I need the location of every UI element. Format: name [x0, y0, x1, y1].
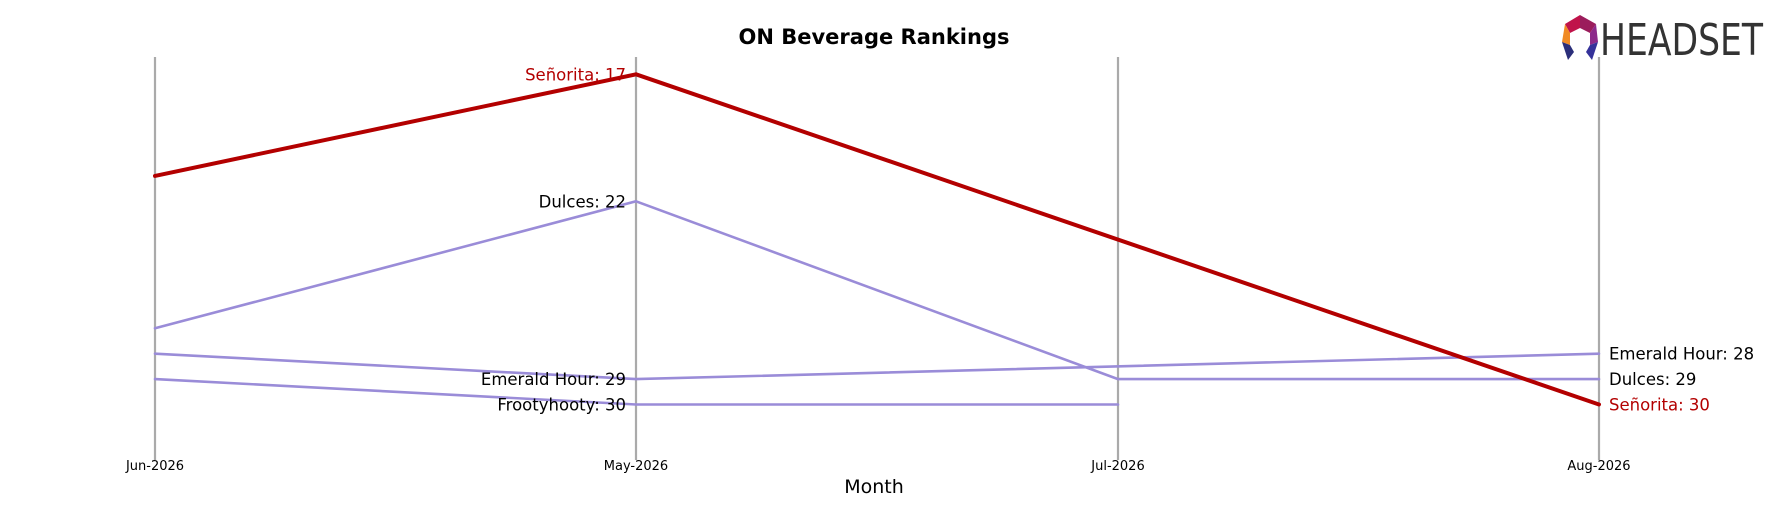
series-lines	[153, 72, 1601, 407]
series-line-dulces	[153, 200, 1601, 381]
data-label-senorita-aug-2026: Señorita: 30	[1609, 396, 1710, 415]
category-guide-lines	[153, 57, 1601, 460]
series-line-senorita	[153, 72, 1601, 407]
data-labels: Señorita: 17 Dulces: 22 Emerald Hour: 29 Fr…	[481, 65, 1754, 414]
x-tick-aug-2026: Aug-2026	[1567, 459, 1630, 474]
data-label-dulces-aug-2026: Dulces: 29	[1609, 370, 1696, 389]
data-label-senorita-may-2026: Señorita: 17	[525, 65, 626, 84]
series-line-frootyhooty	[153, 377, 1120, 406]
series-line-emerald-hour	[153, 352, 1601, 381]
headset-logo-icon	[1562, 15, 1598, 60]
data-label-emerald-hour-may-2026: Emerald Hour: 29	[481, 370, 626, 389]
headset-logo: HEADSET	[1562, 15, 1764, 66]
x-tick-labels: Jun-2026 May-2026 Jul-2026 Aug-2026	[125, 459, 1631, 474]
x-tick-jun-2026: Jun-2026	[125, 459, 184, 474]
data-label-dulces-may-2026: Dulces: 22	[539, 192, 626, 211]
data-label-emerald-hour-aug-2026: Emerald Hour: 28	[1609, 345, 1754, 364]
logo-wordmark: HEADSET	[1600, 15, 1764, 66]
x-axis-label: Month	[844, 476, 904, 498]
data-label-frootyhooty-may-2026: Frootyhooty: 30	[497, 396, 626, 415]
x-tick-jul-2026: Jul-2026	[1090, 459, 1144, 474]
x-tick-may-2026: May-2026	[604, 459, 668, 474]
chart-title: ON Beverage Rankings	[739, 25, 1010, 49]
